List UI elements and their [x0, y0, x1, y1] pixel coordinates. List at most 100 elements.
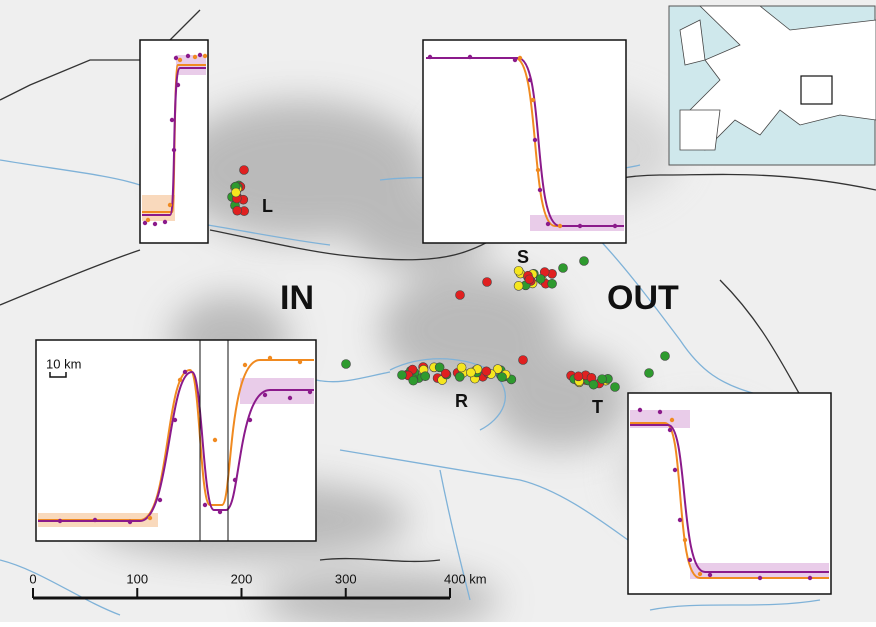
transect-label: S: [517, 247, 529, 267]
sample-point: [661, 352, 670, 361]
sample-point: [498, 373, 507, 382]
inset-point: [248, 418, 252, 422]
inset-point: [638, 408, 642, 412]
sample-point: [483, 278, 492, 287]
inset-point: [533, 138, 537, 142]
sample-point: [536, 274, 545, 283]
inset-point: [683, 538, 687, 542]
sample-point: [398, 371, 407, 380]
scale-label: 200: [231, 571, 253, 586]
sample-point: [421, 372, 430, 381]
inset-point: [213, 438, 217, 442]
inset-point: [218, 510, 222, 514]
sample-point: [233, 206, 242, 215]
inset-point: [658, 410, 662, 414]
inset-point: [203, 503, 207, 507]
inset-point: [668, 428, 672, 432]
sample-point: [598, 375, 607, 384]
inset-point: [531, 98, 535, 102]
inset-point: [178, 378, 182, 382]
inset-point: [546, 222, 550, 226]
scale-label: 400 km: [444, 571, 487, 586]
inset-point: [233, 478, 237, 482]
inset-point: [176, 83, 180, 87]
locator-map: [669, 6, 876, 165]
inset-point: [268, 356, 272, 360]
sample-point: [455, 372, 464, 381]
sample-point: [589, 380, 598, 389]
sample-point: [525, 275, 534, 284]
inset-point: [513, 58, 517, 62]
inset-point: [578, 224, 582, 228]
inset-point: [670, 418, 674, 422]
sample-point: [580, 257, 589, 266]
region-label: IN: [280, 279, 314, 317]
inset-point: [288, 396, 292, 400]
inset-point: [528, 78, 532, 82]
inset-point: [708, 573, 712, 577]
inset-point: [428, 55, 432, 59]
inset-point: [183, 370, 187, 374]
inset-point: [198, 53, 202, 57]
inset-point: [808, 576, 812, 580]
sample-point: [645, 369, 654, 378]
sample-point: [457, 363, 466, 372]
transect-label: L: [262, 196, 273, 216]
sample-point: [466, 368, 475, 377]
transect-label: T: [592, 397, 603, 417]
inset-l: [140, 40, 208, 243]
scale-label: 300: [335, 571, 357, 586]
inset-point: [178, 58, 182, 62]
inset-t: [628, 393, 831, 594]
inset-point: [153, 222, 157, 226]
scale-label: 100: [126, 571, 148, 586]
inset-point: [168, 203, 172, 207]
inset-point: [263, 393, 267, 397]
inset-point: [678, 518, 682, 522]
inset-point: [173, 418, 177, 422]
inset-point: [558, 224, 562, 228]
inset-point: [193, 55, 197, 59]
inset-point: [243, 363, 247, 367]
map-figure: 10 km IN OUT L S R T 0 100 200 300 400 km: [0, 0, 876, 622]
inset-point: [518, 56, 522, 60]
inset-point: [298, 360, 302, 364]
sample-point: [559, 264, 568, 273]
sample-point: [574, 372, 583, 381]
sample-point: [342, 360, 351, 369]
sample-point: [611, 383, 620, 392]
inset-point: [174, 56, 178, 60]
sample-point: [231, 188, 240, 197]
sample-point: [514, 281, 523, 290]
inset-point: [186, 54, 190, 58]
inset-point: [688, 558, 692, 562]
inset-point: [673, 468, 677, 472]
inset-point: [698, 572, 702, 576]
inset-point: [170, 118, 174, 122]
inset-point: [758, 576, 762, 580]
inset-point: [538, 188, 542, 192]
inset-point: [146, 218, 150, 222]
scale-label: 0: [29, 571, 36, 586]
sample-point: [409, 376, 418, 385]
sample-point: [456, 291, 465, 300]
inset-point: [58, 519, 62, 523]
sample-point: [548, 279, 557, 288]
transect-label: R: [455, 391, 468, 411]
sample-point: [519, 356, 528, 365]
inset-point: [308, 390, 312, 394]
inset-point: [203, 54, 207, 58]
inset-point: [128, 520, 132, 524]
sample-point: [482, 367, 491, 376]
inset-point: [158, 498, 162, 502]
inset-scale-label: 10 km: [46, 356, 81, 371]
sample-point: [435, 363, 444, 372]
inset-point: [468, 55, 472, 59]
inset-point: [148, 516, 152, 520]
inset-point: [536, 168, 540, 172]
inset-point: [93, 518, 97, 522]
inset-point: [172, 148, 176, 152]
inset-point: [163, 220, 167, 224]
region-label: OUT: [607, 279, 679, 317]
inset-s: [423, 40, 626, 243]
